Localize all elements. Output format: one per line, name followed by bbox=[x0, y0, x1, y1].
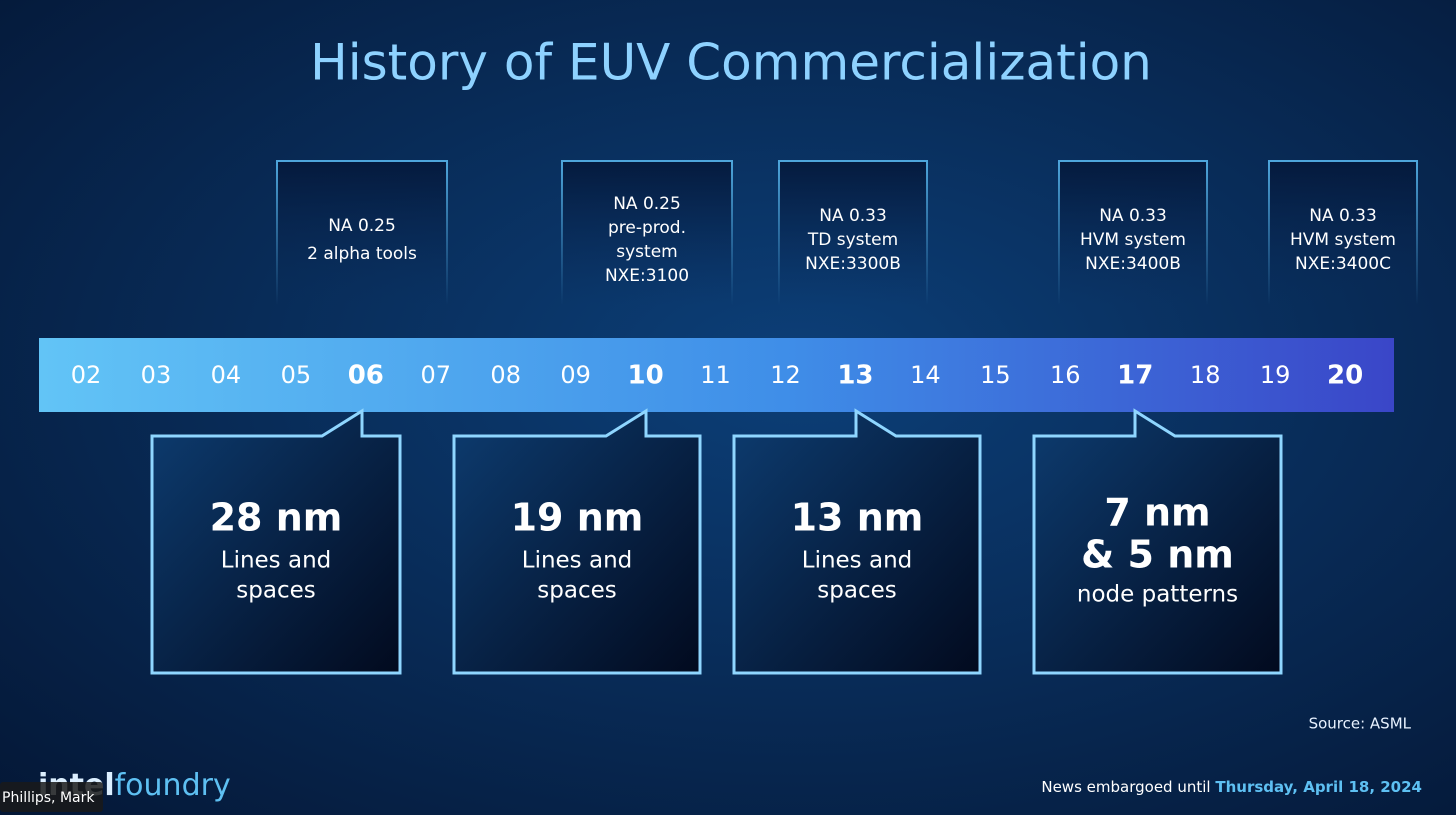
system-text: HVM system bbox=[1080, 230, 1186, 250]
embargo-prefix: News embargoed until bbox=[1041, 778, 1210, 796]
callout-box bbox=[150, 408, 402, 675]
system-box bbox=[277, 161, 447, 305]
system-text: NXE:3400B bbox=[1085, 254, 1181, 274]
timeline-bar bbox=[39, 338, 1394, 412]
callout-box bbox=[732, 408, 982, 675]
system-box bbox=[779, 161, 927, 305]
system-text: NXE:3400C bbox=[1295, 254, 1391, 274]
participant-name: Phillips, Mark bbox=[2, 790, 95, 806]
callout-headline: 19 nm bbox=[511, 496, 644, 540]
callout-body: Lines and bbox=[522, 548, 633, 574]
callout-headline: & 5 nm bbox=[1081, 533, 1234, 577]
year-label: 20 bbox=[1327, 361, 1363, 391]
year-label: 09 bbox=[560, 361, 591, 389]
callout-headline: 13 nm bbox=[791, 496, 924, 540]
callout-headline: 7 nm bbox=[1104, 491, 1210, 535]
callout-body: spaces bbox=[537, 578, 616, 604]
callout-body: spaces bbox=[236, 578, 315, 604]
system-box bbox=[562, 161, 732, 305]
title: History of EUV Commercialization bbox=[310, 34, 1152, 92]
year-label: 07 bbox=[420, 361, 451, 389]
source: Source: ASML bbox=[1309, 715, 1412, 733]
year-label: 12 bbox=[770, 361, 801, 389]
year-label: 17 bbox=[1117, 361, 1153, 391]
year-label: 02 bbox=[71, 361, 102, 389]
system-box-border bbox=[1058, 160, 1208, 305]
year-label: 16 bbox=[1050, 361, 1081, 389]
system-text: 2 alpha tools bbox=[307, 244, 417, 264]
embargo: News embargoed until Thursday, April 18,… bbox=[1041, 778, 1422, 796]
year-label: 10 bbox=[628, 361, 664, 391]
callout-body: Lines and bbox=[802, 548, 913, 574]
system-text: NXE:3300B bbox=[805, 254, 901, 274]
year-label: 18 bbox=[1190, 361, 1221, 389]
callout-box bbox=[452, 408, 702, 675]
system-text: system bbox=[616, 242, 677, 262]
system-box-border bbox=[276, 160, 448, 305]
system-text: NXE:3100 bbox=[605, 266, 689, 286]
year-label: 15 bbox=[980, 361, 1011, 389]
system-text: HVM system bbox=[1290, 230, 1396, 250]
year-label: 13 bbox=[837, 361, 873, 391]
system-text: NA 0.25 bbox=[328, 216, 396, 236]
system-text: NA 0.25 bbox=[613, 194, 681, 214]
system-box-border bbox=[561, 160, 733, 305]
callout-headline: 28 nm bbox=[210, 496, 343, 540]
year-label: 14 bbox=[910, 361, 941, 389]
year-label: 19 bbox=[1260, 361, 1291, 389]
system-text: NA 0.33 bbox=[819, 206, 887, 226]
callout-body: spaces bbox=[817, 578, 896, 604]
callout-body: node patterns bbox=[1077, 582, 1238, 608]
year-label: 06 bbox=[348, 361, 384, 391]
year-label: 03 bbox=[141, 361, 172, 389]
system-box bbox=[1269, 161, 1417, 305]
system-text: TD system bbox=[807, 230, 898, 250]
system-text: NA 0.33 bbox=[1099, 206, 1167, 226]
system-box-border bbox=[778, 160, 928, 305]
system-text: NA 0.33 bbox=[1309, 206, 1377, 226]
year-label: 04 bbox=[211, 361, 242, 389]
callout-box bbox=[1032, 408, 1283, 675]
year-label: 08 bbox=[490, 361, 521, 389]
system-box bbox=[1059, 161, 1207, 305]
year-label: 05 bbox=[281, 361, 312, 389]
year-label: 11 bbox=[700, 361, 731, 389]
system-text: pre-prod. bbox=[608, 218, 686, 238]
logo-product: foundry bbox=[115, 768, 231, 803]
participant-tag bbox=[0, 782, 103, 812]
callout-body: Lines and bbox=[221, 548, 332, 574]
embargo-date: Thursday, April 18, 2024 bbox=[1215, 778, 1422, 796]
system-box-border bbox=[1268, 160, 1418, 305]
